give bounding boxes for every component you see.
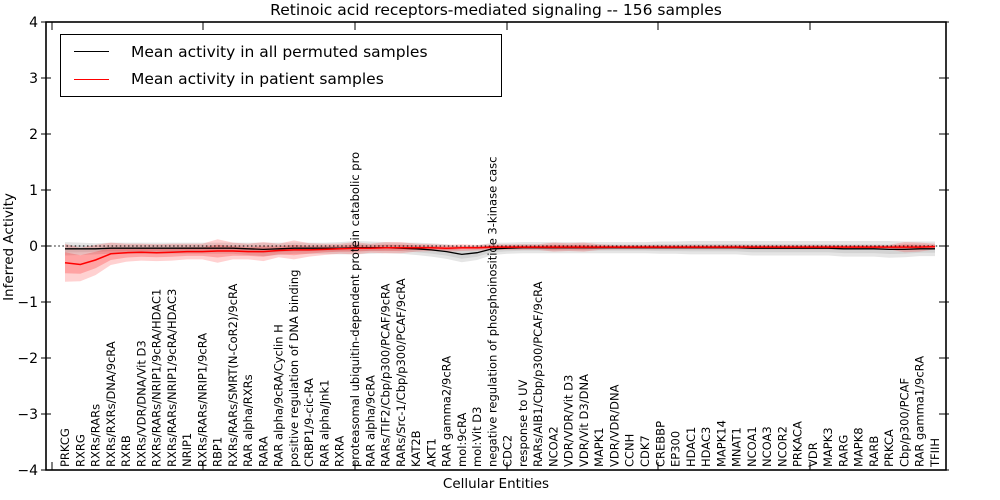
y-tick-label: 1	[29, 183, 38, 199]
patient-line-swatch	[74, 78, 109, 80]
x-tick-label: MAPK3	[821, 427, 835, 467]
x-tick-label: mol:9cRA	[455, 413, 469, 467]
y-tick-label: −3	[17, 407, 38, 423]
x-axis-label: Cellular Entities	[442, 476, 550, 492]
x-tick-label: RXRs/RARs/NRIP1/9cRA	[195, 333, 209, 467]
x-tick-label: NCOA2	[546, 426, 560, 467]
x-tick-label: RARs/AIB1/Cbp/p300/PCAF/9cRA	[531, 281, 545, 467]
x-tick-label: VDR	[806, 442, 820, 467]
x-tick-label: NRIP1	[180, 433, 194, 467]
permuted-line-swatch	[74, 51, 109, 53]
y-tick-label: 3	[29, 71, 38, 87]
x-tick-label: HDAC1	[684, 427, 698, 467]
x-tick-label: EP300	[669, 431, 683, 467]
x-tick-label: RAR alpha/9cRA	[363, 375, 377, 467]
y-axis-label: Inferred Activity	[1, 193, 17, 301]
legend-label-permuted: Mean activity in all permuted samples	[131, 42, 428, 61]
axes-frame	[45, 21, 947, 471]
y-tick-label: −4	[17, 463, 38, 479]
patient-band-inner	[65, 244, 935, 274]
y-tick-label: 4	[29, 15, 38, 31]
x-tick-label: CCNH	[623, 434, 637, 467]
x-tick-label: RXRs/RXRs/DNA/9cRA	[104, 341, 118, 467]
x-tick-label: RXRA	[333, 436, 347, 467]
x-tick-label: RXRs/VDR/DNA/Vit D3	[134, 340, 148, 467]
legend-label-patient: Mean activity in patient samples	[131, 70, 384, 89]
x-tick-label: RAR gamma2/9cRA	[440, 356, 454, 467]
x-tick-label: CDK7	[638, 435, 652, 467]
x-tick-label: proteasomal ubiquitin-dependent protein …	[348, 152, 362, 467]
x-tick-label: PRKACA	[791, 421, 805, 467]
x-tick-label: RBP1	[211, 437, 225, 467]
x-tick-label: mol:Vit D3	[470, 407, 484, 467]
x-tick-label: NCOA3	[760, 426, 774, 467]
x-tick-label: MNAT1	[730, 427, 744, 467]
x-tick-label: RXRG	[73, 434, 87, 467]
x-tick-label: RARs/Src-1/Cbp/p300/PCAF/9cRA	[394, 278, 408, 467]
x-tick-label: NCOA1	[745, 426, 759, 467]
x-tick-label: RARs/TIF2/Cbp/p300/PCAF/9cRA	[379, 283, 393, 467]
x-tick-label: RXRs/RARs/NRIP1/9cRA/HDAC1	[150, 289, 164, 467]
x-tick-label: RAR alpha/RXRs	[241, 374, 255, 467]
x-tick-label: negative regulation of phosphoinositide …	[485, 157, 499, 468]
x-tick-label: VDR/VDR/Vit D3	[562, 375, 576, 467]
x-tick-label: VDR/Vit D3/DNA	[577, 374, 591, 467]
x-tick-label: MAPK8	[852, 427, 866, 467]
x-tick-label: RARB	[867, 436, 881, 467]
x-tick-label: RARA	[256, 436, 270, 467]
legend-box: Mean activity in all permuted samples Me…	[60, 34, 502, 97]
x-tick-label: Cbp/p300/PCAF	[898, 378, 912, 467]
y-tick-label: −2	[17, 351, 38, 367]
x-tick-label: NCOR2	[775, 426, 789, 467]
x-tick-label: RXRs/RARs/NRIP1/9cRA/HDAC3	[165, 289, 179, 467]
y-tick-label: 0	[29, 239, 38, 255]
x-tick-label: RARG	[836, 435, 850, 467]
y-tick-label: −1	[17, 295, 38, 311]
x-tick-label: RAR alpha/9cRA/Cyclin H	[272, 324, 286, 467]
x-tick-label: RAR gamma1/9cRA	[913, 356, 927, 467]
x-tick-label: CREBBP	[653, 421, 667, 467]
x-tick-label: positive regulation of DNA binding	[287, 270, 301, 467]
x-tick-label: HDAC3	[699, 427, 713, 467]
x-tick-label: PRKCG	[58, 428, 72, 467]
legend-item-patient: Mean activity in patient samples	[74, 66, 495, 92]
x-tick-label: CRBP1/9-cic-RA	[302, 378, 316, 467]
x-tick-label: MAPK14	[714, 420, 728, 467]
x-tick-label: AKT1	[424, 438, 438, 467]
x-tick-label: response to UV	[516, 379, 530, 467]
x-tick-label: TFIIH	[928, 438, 942, 468]
y-tick-label: 2	[29, 127, 38, 143]
x-tick-label: RAR alpha/Jnk1	[318, 380, 332, 467]
x-tick-label: PRKCA	[882, 429, 896, 467]
legend-item-permuted: Mean activity in all permuted samples	[74, 39, 495, 65]
x-tick-label: RXRB	[119, 435, 133, 467]
x-tick-label: KAT2B	[409, 430, 423, 467]
x-tick-label: RXRs/RARs	[89, 404, 103, 467]
x-tick-label: CDC2	[501, 435, 515, 467]
x-tick-label: MAPK1	[592, 427, 606, 467]
permuted-mean-line	[65, 247, 935, 256]
patient-mean-line	[64, 245, 936, 266]
x-tick-label: VDR/VDR/DNA	[608, 384, 622, 467]
chart-title: Retinoic acid receptors-mediated signali…	[270, 1, 722, 19]
x-tick-label: RXRs/RARs/SMRT(N-CoR2)/9cRA	[226, 283, 240, 467]
permuted-band-outer	[65, 241, 935, 263]
